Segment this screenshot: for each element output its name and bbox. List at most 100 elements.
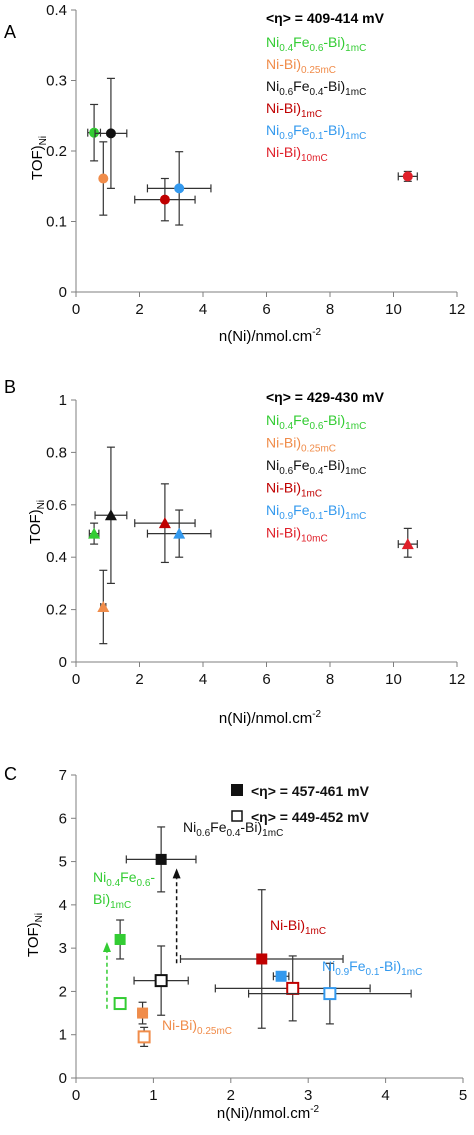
- y-axis-label: TOF)Ni: [27, 500, 47, 544]
- legend-entry: Ni0.4Fe0.6-Bi)1mC: [266, 412, 366, 432]
- panel-label: B: [4, 377, 16, 397]
- data-point: [158, 517, 171, 529]
- y-tick-label: 0.8: [46, 444, 67, 461]
- y-tick-label: 4: [59, 897, 67, 914]
- x-tick-label: 6: [262, 301, 270, 318]
- annotation: Bi)1mC: [93, 891, 131, 911]
- x-tick-label: 10: [385, 671, 402, 688]
- data-point: [159, 194, 170, 205]
- y-tick-label: 0.2: [46, 143, 67, 160]
- annotation: Ni0.6Fe0.4-Bi)1mC: [183, 819, 283, 839]
- x-tick-label: 6: [262, 671, 270, 688]
- x-tick-label: 4: [381, 1087, 389, 1104]
- y-tick-label: 0.4: [46, 549, 67, 566]
- data-point: [173, 527, 186, 539]
- panel-b: B TOF)Ni n(Ni)/nmol.cm-2 <η> = 429-430 m…: [4, 377, 465, 727]
- data-point: [105, 128, 116, 139]
- plot-area: 0 2 4 6 8 10 12 0 0.2 0.4 0.6 0.8 1: [46, 392, 465, 688]
- y-tick-label: 7: [59, 767, 67, 784]
- x-tick-label: 8: [326, 301, 334, 318]
- legend: Ni0.4Fe0.6-Bi)1mCNi-Bi)0.25mCNi0.6Fe0.4-…: [266, 34, 366, 164]
- annotation: Ni-Bi)0.25mC: [162, 1017, 232, 1037]
- legend-entry: Ni0.6Fe0.4-Bi)1mC: [266, 78, 366, 98]
- data-point: [98, 173, 109, 184]
- annotations: Ni0.6Fe0.4-Bi)1mC Ni0.4Fe0.6-Bi)1mC Ni-Bi)…: [93, 819, 422, 1037]
- annotation: Ni0.4Fe0.6-: [93, 869, 155, 889]
- x-tick-label: 4: [199, 301, 207, 318]
- legend-entry: Ni0.9Fe0.1-Bi)1mC: [266, 502, 366, 522]
- y-tick-label: 0.6: [46, 497, 67, 514]
- y-tick-label: 3: [59, 940, 67, 957]
- legend-title: <η> = 429-430 mV: [266, 389, 385, 405]
- y-tick-label: 1: [59, 1027, 67, 1044]
- panel-label: C: [4, 764, 17, 784]
- legend-marker-filled: [231, 784, 243, 796]
- legend-entry: Ni-Bi)0.25mC: [266, 56, 336, 76]
- y-tick-label: 0: [59, 654, 67, 671]
- x-axis-label: n(Ni)/nmol.cm-2: [219, 327, 322, 345]
- legend-entry: Ni-Bi)10mC: [266, 144, 328, 164]
- x-tick-label: 2: [135, 671, 143, 688]
- plot-area: 0 1 2 3 4 5 0 1 2 3 4 5 6 7: [59, 767, 468, 1104]
- x-tick-label: 8: [326, 671, 334, 688]
- arrow-head: [102, 941, 111, 952]
- y-tick-label: 2: [59, 983, 67, 1000]
- legend-entry: Ni-Bi)0.25mC: [266, 435, 336, 455]
- data-point-filled: [114, 933, 126, 945]
- data-point: [88, 527, 101, 539]
- x-tick-label: 5: [459, 1087, 467, 1104]
- data-point-open: [286, 981, 300, 995]
- legend-title: <η> = 409-414 mV: [266, 10, 385, 26]
- data-point-open: [154, 974, 168, 988]
- data-point-open: [137, 1030, 151, 1044]
- y-tick-label: 6: [59, 810, 67, 827]
- x-tick-label: 12: [449, 301, 466, 318]
- x-tick-label: 0: [72, 671, 80, 688]
- y-tick-label: 0.3: [46, 73, 67, 90]
- legend-entry: Ni-Bi)1mC: [266, 100, 322, 120]
- data-point-filled: [256, 953, 268, 965]
- data-point: [89, 127, 100, 138]
- x-axis-label: n(Ni)/nmol.cm-2: [219, 709, 322, 727]
- legend-entry: <η> = 457-461 mV: [251, 783, 370, 799]
- data-point: [174, 183, 185, 194]
- x-tick-label: 2: [227, 1087, 235, 1104]
- x-tick-label: 3: [304, 1087, 312, 1104]
- data-point: [104, 509, 117, 521]
- panel-label: A: [4, 22, 16, 42]
- x-tick-label: 0: [72, 1087, 80, 1104]
- x-tick-label: 10: [385, 301, 402, 318]
- data-point-open: [323, 987, 337, 1001]
- data-point: [401, 538, 414, 550]
- annotation: Ni0.9Fe0.1-Bi)1mC: [322, 958, 422, 978]
- y-tick-label: 1: [59, 392, 67, 409]
- data-point: [97, 600, 110, 612]
- data-point-filled: [275, 970, 287, 982]
- x-tick-label: 12: [449, 671, 466, 688]
- y-tick-label: 0.4: [46, 2, 67, 19]
- data-point-filled: [155, 853, 167, 865]
- y-tick-label: 0.2: [46, 602, 67, 619]
- y-axis-label: TOF)Ni: [29, 136, 49, 180]
- y-tick-label: 0.1: [46, 214, 67, 231]
- legend-entry: <η> = 449-452 mV: [251, 809, 370, 825]
- legend: Ni0.4Fe0.6-Bi)1mC Ni-Bi)0.25mCNi0.6Fe0.4-…: [266, 412, 366, 545]
- x-axis-label: n(Ni)/nmol.cm-2: [217, 1104, 320, 1122]
- x-tick-label: 4: [199, 671, 207, 688]
- data-point-open: [113, 997, 127, 1011]
- arrow-head: [172, 868, 181, 879]
- data-point: [402, 171, 413, 182]
- y-axis-label: TOF)Ni: [25, 913, 45, 957]
- y-tick-label: 0: [59, 1070, 67, 1087]
- panel-a: A TOF)Ni n(Ni)/nmol.cm-2 <η> = 409-414 m…: [4, 2, 465, 345]
- legend: <η> = 457-461 mV <η> = 449-452 mV: [231, 783, 370, 825]
- x-tick-label: 2: [135, 301, 143, 318]
- plot-area: 0 2 4 6 8 10 12 0 0.1 0.2 0.3 0.4: [46, 2, 465, 318]
- legend-entry: Ni0.6Fe0.4-Bi)1mC: [266, 457, 366, 477]
- legend-marker-open: [231, 810, 243, 822]
- legend-entry: Ni-Bi)10mC: [266, 525, 328, 545]
- legend-entry: Ni0.4Fe0.6-Bi)1mC: [266, 34, 366, 54]
- y-tick-label: 5: [59, 854, 67, 871]
- x-tick-label: 1: [149, 1087, 157, 1104]
